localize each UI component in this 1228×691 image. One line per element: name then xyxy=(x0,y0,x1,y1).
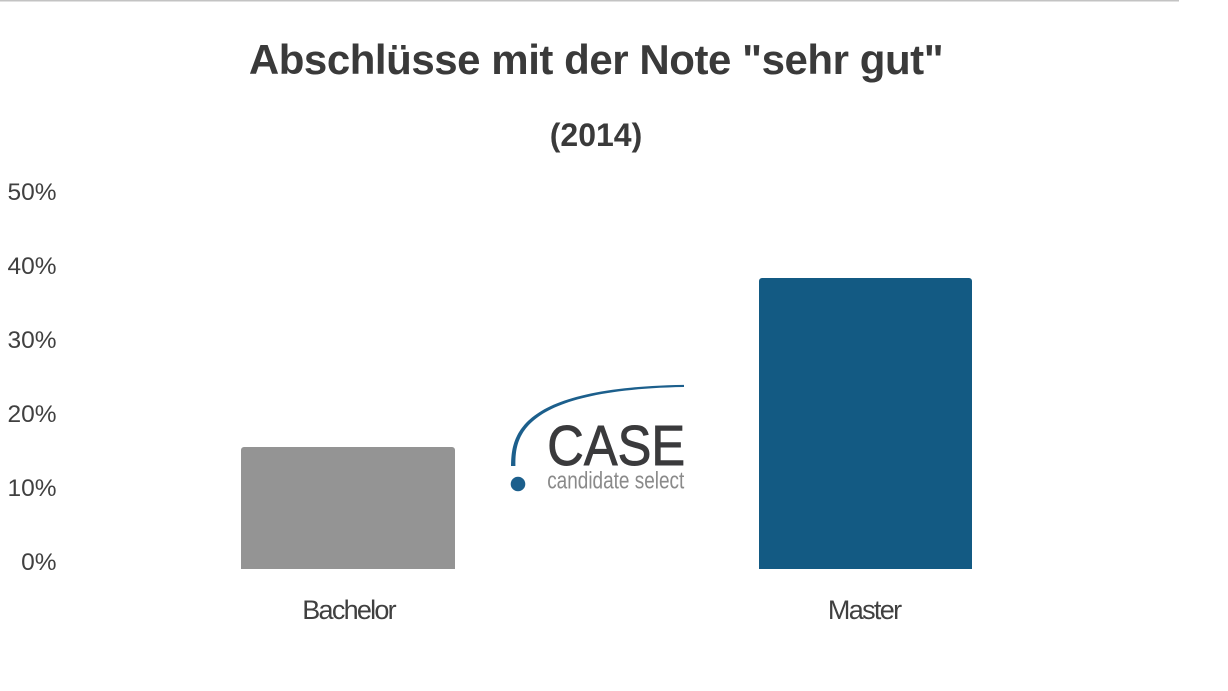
svg-text:CASE: CASE xyxy=(547,414,685,478)
svg-text:candidate select: candidate select xyxy=(547,468,684,495)
